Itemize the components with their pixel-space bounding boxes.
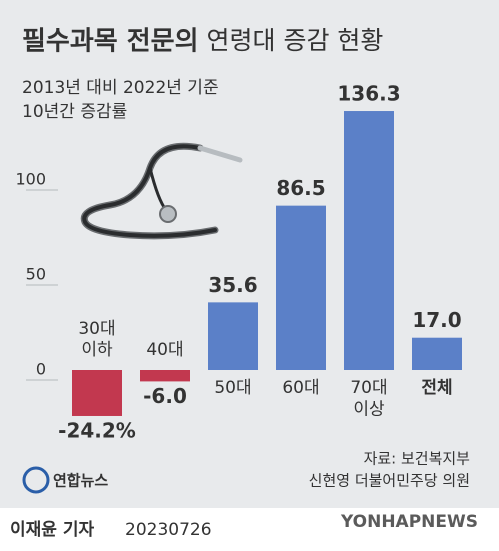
subtitle: 2013년 대비 2022년 기준: [22, 78, 219, 98]
x-tick-label: 60대: [282, 378, 319, 398]
y-tick-label: 100: [15, 170, 46, 189]
x-tick-label: 30대 이하: [78, 319, 115, 360]
bar: [344, 111, 394, 370]
watermark: YONHAPNEWS: [340, 512, 478, 532]
bar: [72, 370, 122, 416]
bar: [276, 205, 326, 370]
logo-text: 연합뉴스: [53, 472, 108, 490]
x-tick-label: 50대: [214, 378, 251, 398]
footer-bar: [0, 508, 499, 551]
value-label: -6.0: [143, 384, 187, 408]
logo: 연합뉴스: [22, 466, 108, 494]
chart-title: 필수과목 전문의: [22, 27, 199, 57]
value-label: 17.0: [412, 308, 461, 332]
chart-title-light: 연령대 증감 현황: [207, 26, 384, 55]
date: 20230726: [125, 520, 212, 540]
value-label: 86.5: [276, 176, 325, 200]
source: 자료: 보건복지부: [364, 450, 471, 468]
x-tick-label: 40대: [146, 340, 183, 360]
bar: [140, 370, 190, 382]
value-label: 35.6: [208, 273, 257, 297]
value-label: -24.2%: [58, 418, 136, 442]
subtitle: 10년간 증감률: [22, 102, 127, 122]
stethoscope: [80, 142, 243, 240]
value-label: 136.3: [337, 82, 400, 106]
bar: [208, 302, 258, 370]
bar: [412, 337, 462, 370]
x-tick-label: 전체: [421, 378, 452, 398]
y-tick-label: 0: [36, 360, 46, 379]
reporter: 이재윤 기자: [10, 520, 94, 540]
source: 신현영 더불어민주당 의원: [309, 472, 470, 490]
x-tick-label: 70대 이상: [350, 378, 387, 419]
y-tick-label: 50: [26, 265, 46, 284]
